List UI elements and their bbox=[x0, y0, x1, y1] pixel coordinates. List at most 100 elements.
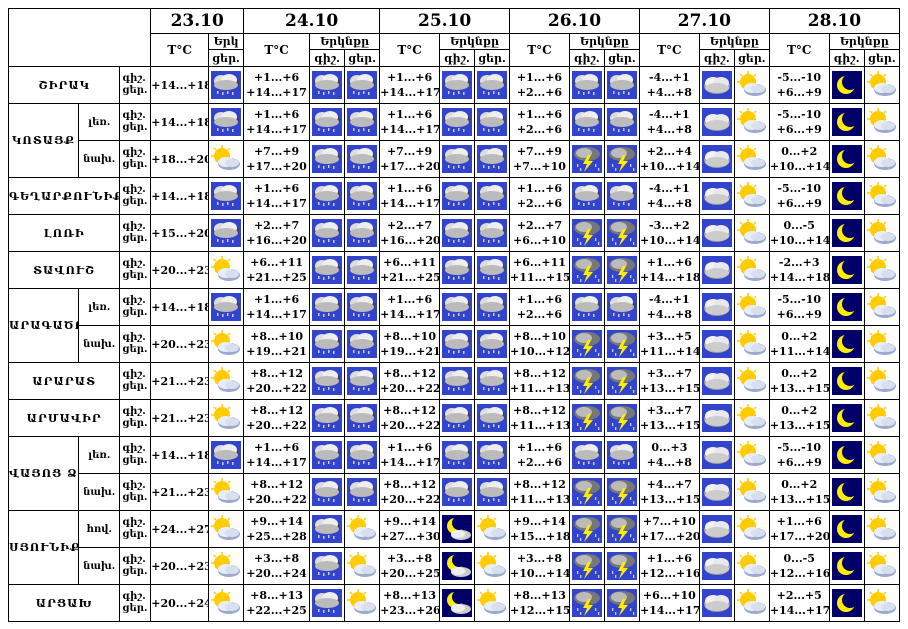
rain-icon bbox=[441, 71, 472, 99]
weather-icon-cell bbox=[438, 214, 476, 252]
weather-icon-cell bbox=[473, 140, 511, 178]
weather-icon-cell bbox=[568, 473, 605, 511]
night-temp: 0...+2 bbox=[781, 330, 818, 343]
night-temp: -5...-10 bbox=[777, 108, 822, 121]
weather-icon-cell bbox=[698, 251, 735, 289]
night-temp: +1...+6 bbox=[253, 441, 300, 454]
day-temp: +13...+15 bbox=[639, 382, 700, 395]
weather-icon-cell bbox=[344, 399, 381, 437]
moon-cloud-icon bbox=[441, 589, 472, 617]
temperature-cell: +6...+11 +21...+25 bbox=[379, 251, 440, 289]
day-temp: +20...+22 bbox=[246, 493, 307, 506]
region-name: ԱՐՄԱՎԻՐ bbox=[7, 399, 121, 437]
weather-icon-cell bbox=[863, 66, 901, 104]
temperature-cell: +15...+20 bbox=[150, 214, 210, 252]
day-temp: +14...+17 bbox=[380, 197, 440, 210]
night-temp: +1...+6 bbox=[253, 293, 300, 306]
table-row: ԼՈՌԻ գիշ. ցեր. +15...+20 +2...+7 +16...+20 +2.… bbox=[7, 214, 901, 252]
cloud-icon bbox=[701, 71, 732, 99]
rain-icon bbox=[477, 293, 508, 321]
temperature-cell: +21...+23 bbox=[150, 362, 210, 400]
sun-cloud-icon bbox=[866, 552, 897, 580]
day-temp: +25...+28 bbox=[246, 530, 307, 543]
subregion-label: հով. bbox=[78, 510, 121, 548]
temperature-cell: +1...+6 +14...+17 bbox=[379, 103, 440, 141]
temperature-cell: +7...+9 +17...+20 bbox=[379, 140, 440, 178]
day-temp: +16...+20 bbox=[246, 234, 307, 247]
date-header: 28.10 bbox=[768, 8, 901, 34]
weather-icon-cell bbox=[309, 251, 346, 289]
weather-icon-cell bbox=[863, 325, 901, 363]
rain-icon bbox=[477, 71, 508, 99]
night-temp: -3...+2 bbox=[649, 219, 690, 232]
subregion-label: լեռ. bbox=[78, 288, 121, 326]
night-temp: +1...+6 bbox=[516, 182, 563, 195]
sky-header: Երկնքը bbox=[309, 33, 381, 50]
temperature-cell: +1...+6 +2...+6 bbox=[509, 436, 570, 474]
thunder-icon bbox=[606, 478, 637, 506]
weather-icon-cell bbox=[828, 251, 865, 289]
weather-icon-cell bbox=[568, 103, 605, 141]
night-temp: +2...+7 bbox=[516, 219, 563, 232]
weather-icon-cell bbox=[309, 473, 346, 511]
rain-icon bbox=[347, 182, 378, 210]
weather-icon-cell bbox=[438, 251, 476, 289]
weather-icon-cell bbox=[438, 436, 476, 474]
night-temp: +8...+13 bbox=[513, 589, 566, 602]
sun-cloud-icon bbox=[477, 552, 508, 580]
rain-icon bbox=[606, 182, 637, 210]
weather-icon-cell bbox=[208, 251, 245, 289]
region-name: ՏԱՎՈՒՇ bbox=[7, 251, 121, 289]
weather-icon-cell bbox=[438, 103, 476, 141]
day-temp: +17...+20 bbox=[380, 160, 440, 173]
temperature-cell: +24...+27 bbox=[150, 510, 210, 548]
day-temp: +10...+14 bbox=[510, 567, 570, 580]
weather-icon-cell bbox=[309, 547, 346, 585]
weather-icon-cell bbox=[603, 510, 640, 548]
night-subheader: գիշ. bbox=[309, 49, 346, 67]
weather-icon-cell bbox=[344, 103, 381, 141]
sun-cloud-icon bbox=[866, 256, 897, 284]
weather-icon-cell bbox=[309, 436, 346, 474]
day-temp: +10...+14 bbox=[639, 160, 700, 173]
temperature-cell: +8...+13 +22...+25 bbox=[243, 584, 311, 622]
temperature-cell: -5...-10 +6...+9 bbox=[768, 66, 830, 104]
day-label: ցեր. bbox=[122, 307, 148, 318]
weather-icon-cell bbox=[733, 362, 770, 400]
rain-icon bbox=[571, 182, 602, 210]
weather-icon-cell bbox=[603, 362, 640, 400]
temperature-cell: +20...+23 bbox=[150, 251, 210, 289]
weather-icon-cell bbox=[863, 251, 901, 289]
sun-cloud-icon bbox=[736, 256, 767, 284]
temperature-cell: +8...+12 +20...+22 bbox=[379, 362, 440, 400]
sun-cloud-icon bbox=[736, 145, 767, 173]
thunder-icon bbox=[571, 367, 602, 395]
weather-icon-cell bbox=[828, 436, 865, 474]
night-temp: +7...+9 bbox=[386, 145, 433, 158]
temperature-cell: +3...+7 +13...+15 bbox=[638, 399, 700, 437]
date-header: 27.10 bbox=[638, 8, 770, 34]
cloud-icon bbox=[701, 330, 732, 358]
day-label: ցեր. bbox=[122, 492, 148, 503]
weather-icon-cell bbox=[698, 103, 735, 141]
day-temp: +7...+10 bbox=[513, 160, 566, 173]
temperature-cell: +8...+12 +20...+22 bbox=[379, 399, 440, 437]
date-header: 26.10 bbox=[509, 8, 640, 34]
night-temp: -2...+3 bbox=[778, 256, 820, 269]
thunder-icon bbox=[606, 367, 637, 395]
day-subheader: ցեր. bbox=[603, 49, 640, 67]
day-temp: +4...+8 bbox=[646, 456, 692, 469]
weather-icon-cell bbox=[863, 584, 901, 622]
weather-icon-cell bbox=[603, 473, 640, 511]
weather-icon-cell bbox=[698, 399, 735, 437]
night-temp: 0...+2 bbox=[781, 145, 818, 158]
rain-icon bbox=[312, 330, 343, 358]
weather-icon-cell bbox=[208, 66, 245, 104]
night-label: գիշ. bbox=[122, 443, 146, 454]
temperature-cell: +18...+20 bbox=[150, 140, 210, 178]
cloud-icon bbox=[701, 441, 732, 469]
weather-icon-cell bbox=[438, 66, 476, 104]
temperature-cell: +3...+7 +13...+15 bbox=[638, 362, 700, 400]
rain-icon bbox=[312, 441, 343, 469]
table-row: ԳԵՂԱՐՔՈՒՆԻՔ գիշ. ցեր. +14...+18 +1...+6 +14..… bbox=[7, 177, 901, 215]
